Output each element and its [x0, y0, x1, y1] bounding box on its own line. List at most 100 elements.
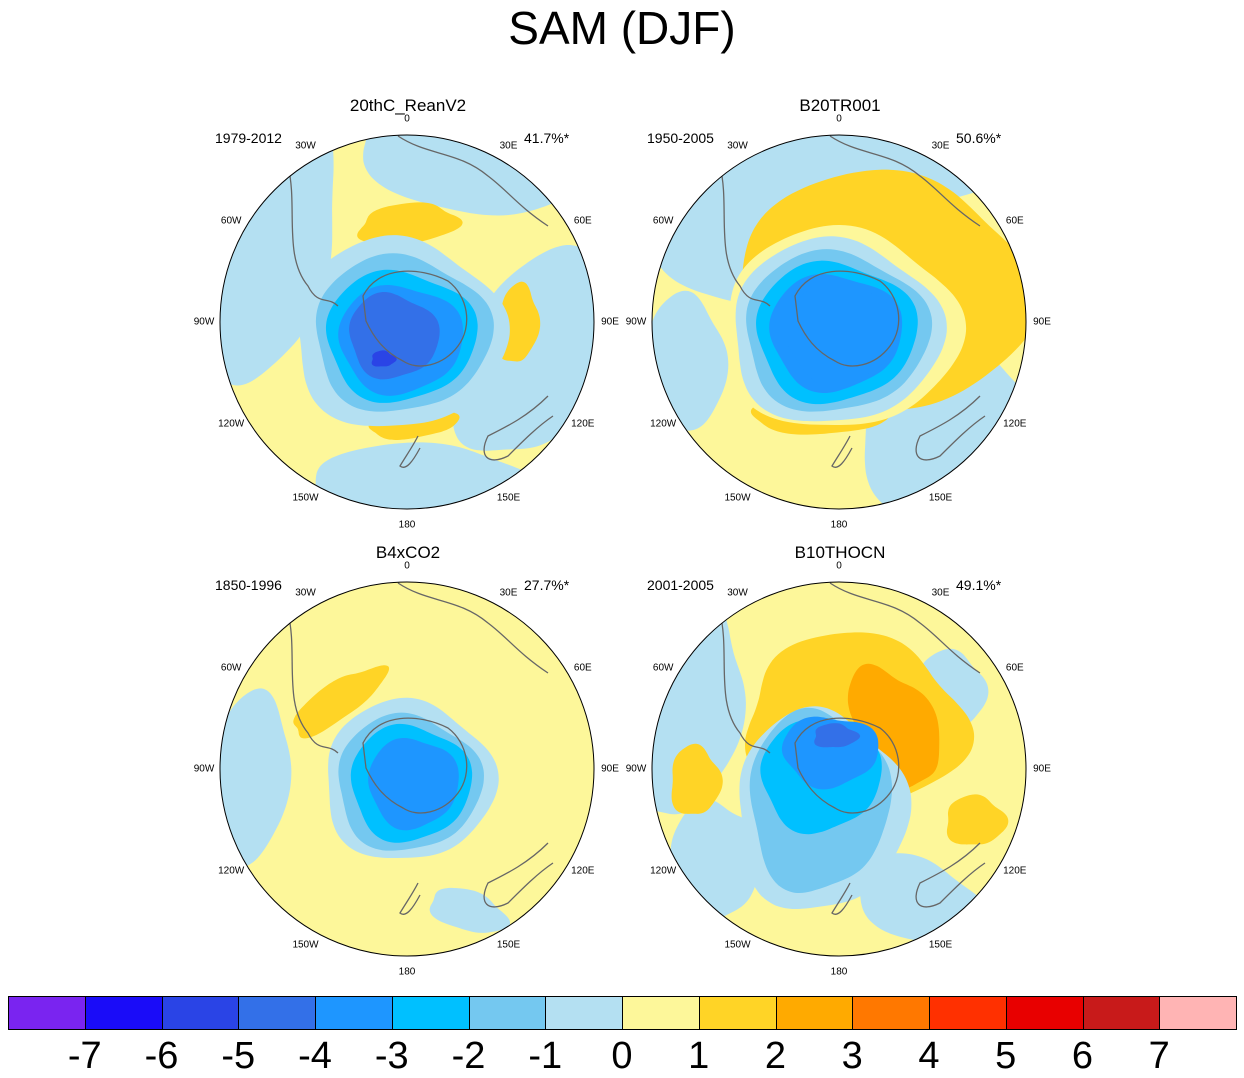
- coastline: [831, 882, 853, 915]
- colorbar-tick-label: -7: [67, 1035, 102, 1077]
- panel-variance-explained: 50.6%*: [956, 130, 1002, 146]
- coastline: [829, 135, 981, 227]
- map-panel: B20TR001 1950-2005 50.6%* 0 30E 60E 90E 120E 150…: [620, 96, 1060, 531]
- longitude-label: 150E: [928, 492, 953, 504]
- longitude-label: 120E: [571, 865, 595, 876]
- colorbar-tick-label: -5: [221, 1035, 256, 1077]
- longitude-label: 30E: [499, 587, 518, 599]
- longitude-label: 60E: [573, 662, 592, 673]
- colorbar-swatch: [1005, 996, 1084, 1030]
- coastline: [362, 270, 468, 367]
- panel-period: 1850-1996: [215, 577, 282, 593]
- panel-title: 20thC_ReanV2: [349, 96, 467, 115]
- contour-region-n0: [429, 887, 511, 933]
- coastline: [915, 395, 986, 461]
- longitude-label: 60E: [1005, 215, 1024, 226]
- coastline: [399, 435, 421, 468]
- coastline: [794, 717, 900, 814]
- longitude-label: 90E: [601, 316, 619, 328]
- colorbar-tick-label: -3: [374, 1035, 409, 1077]
- colorbar-swatch: [161, 996, 240, 1030]
- contour-region-n4: [349, 292, 440, 380]
- map-boundary: [219, 134, 595, 510]
- longitude-label: 0: [836, 113, 842, 125]
- polar-map: [219, 581, 595, 957]
- longitude-label: 0: [404, 113, 410, 125]
- panel-variance-explained: 27.7%*: [524, 577, 570, 593]
- longitude-label: 60E: [1005, 662, 1024, 673]
- longitude-label: 120W: [650, 418, 677, 429]
- longitude-label: 60W: [652, 215, 674, 226]
- longitude-label: 180: [830, 519, 848, 531]
- coastline: [719, 612, 771, 754]
- panel-period: 2001-2005: [647, 577, 714, 593]
- colorbar: [8, 996, 1237, 1032]
- panel-variance-explained: 49.1%*: [956, 577, 1002, 593]
- longitude-label: 180: [830, 966, 848, 978]
- colorbar-swatch: [1159, 996, 1237, 1030]
- longitude-label: 0: [404, 560, 410, 572]
- coastline: [829, 582, 981, 674]
- longitude-label: 0: [836, 560, 842, 572]
- contour-region-n4: [814, 723, 861, 748]
- colorbar-swatch: [698, 996, 777, 1030]
- coastline: [397, 135, 549, 227]
- longitude-label: 150E: [928, 939, 953, 951]
- contour-region-n3: [784, 284, 896, 388]
- longitude-label: 60W: [652, 662, 674, 673]
- coastline: [831, 435, 853, 468]
- longitude-label: 120W: [218, 418, 245, 429]
- map-boundary: [651, 581, 1027, 957]
- longitude-label: 150W: [292, 492, 319, 504]
- map-panel: B4xCO2 1850-1996 27.7%* 0 30E 60E 90E 120E 150E 1…: [188, 543, 628, 978]
- colorbar-tick-label: 2: [764, 1035, 787, 1077]
- map-boundary: [651, 134, 1027, 510]
- colorbar-tick-label: -6: [144, 1035, 179, 1077]
- longitude-label: 120E: [1003, 418, 1027, 429]
- longitude-label: 30W: [295, 587, 316, 599]
- map-panel: B10THOCN 2001-2005 49.1%* 0 30E 60E 90E 120E 150…: [620, 543, 1060, 978]
- longitude-label: 30W: [295, 140, 316, 152]
- coastline: [483, 395, 554, 461]
- map-boundary: [219, 581, 595, 957]
- longitude-label: 30E: [931, 140, 950, 152]
- colorbar-tick-label: -1: [528, 1035, 563, 1077]
- longitude-label: 30E: [931, 587, 950, 599]
- longitude-label: 60W: [220, 215, 242, 226]
- coastline: [719, 165, 771, 307]
- polar-map: [651, 581, 1027, 957]
- colorbar-swatch: [238, 996, 316, 1030]
- colorbar-tick-label: 1: [688, 1035, 710, 1077]
- longitude-label: 30E: [499, 140, 518, 152]
- longitude-label: 90W: [625, 316, 647, 328]
- longitude-label: 120W: [650, 865, 677, 876]
- contour-region-p1: [357, 202, 463, 244]
- contour-region-n0: [220, 135, 334, 386]
- contour-region-p2: [847, 663, 940, 789]
- longitude-label: 120W: [218, 865, 245, 876]
- coastline: [399, 882, 421, 915]
- contour-region-p1: [946, 794, 1009, 845]
- contour-region-n0: [652, 290, 729, 431]
- longitude-label: 90W: [625, 763, 647, 775]
- contour-region-n3: [368, 737, 459, 831]
- map-panel: 20thC_ReanV2 1979-2012 41.7%* 0 30E 60E 90E 120…: [188, 96, 628, 531]
- coastline: [362, 717, 468, 814]
- contour-region-p1: [671, 743, 723, 814]
- colorbar-swatch: [545, 996, 623, 1030]
- longitude-label: 90E: [1033, 316, 1051, 328]
- contour-region-n0: [363, 135, 584, 216]
- colorbar-swatch: [852, 996, 930, 1030]
- coastline: [915, 842, 986, 908]
- longitude-label: 150W: [724, 939, 751, 951]
- longitude-label: 150E: [496, 492, 521, 504]
- panel-period: 1979-2012: [215, 130, 282, 146]
- colorbar-swatch: [468, 996, 547, 1030]
- colorbar-tick-label: -4: [298, 1035, 332, 1077]
- colorbar-tick-label: 7: [1148, 1035, 1170, 1077]
- longitude-label: 180: [398, 966, 416, 978]
- colorbar-swatch: [1082, 996, 1161, 1030]
- colorbar-tick-label: 4: [918, 1035, 940, 1077]
- longitude-label: 150E: [496, 939, 521, 951]
- colorbar-swatch: [84, 996, 163, 1030]
